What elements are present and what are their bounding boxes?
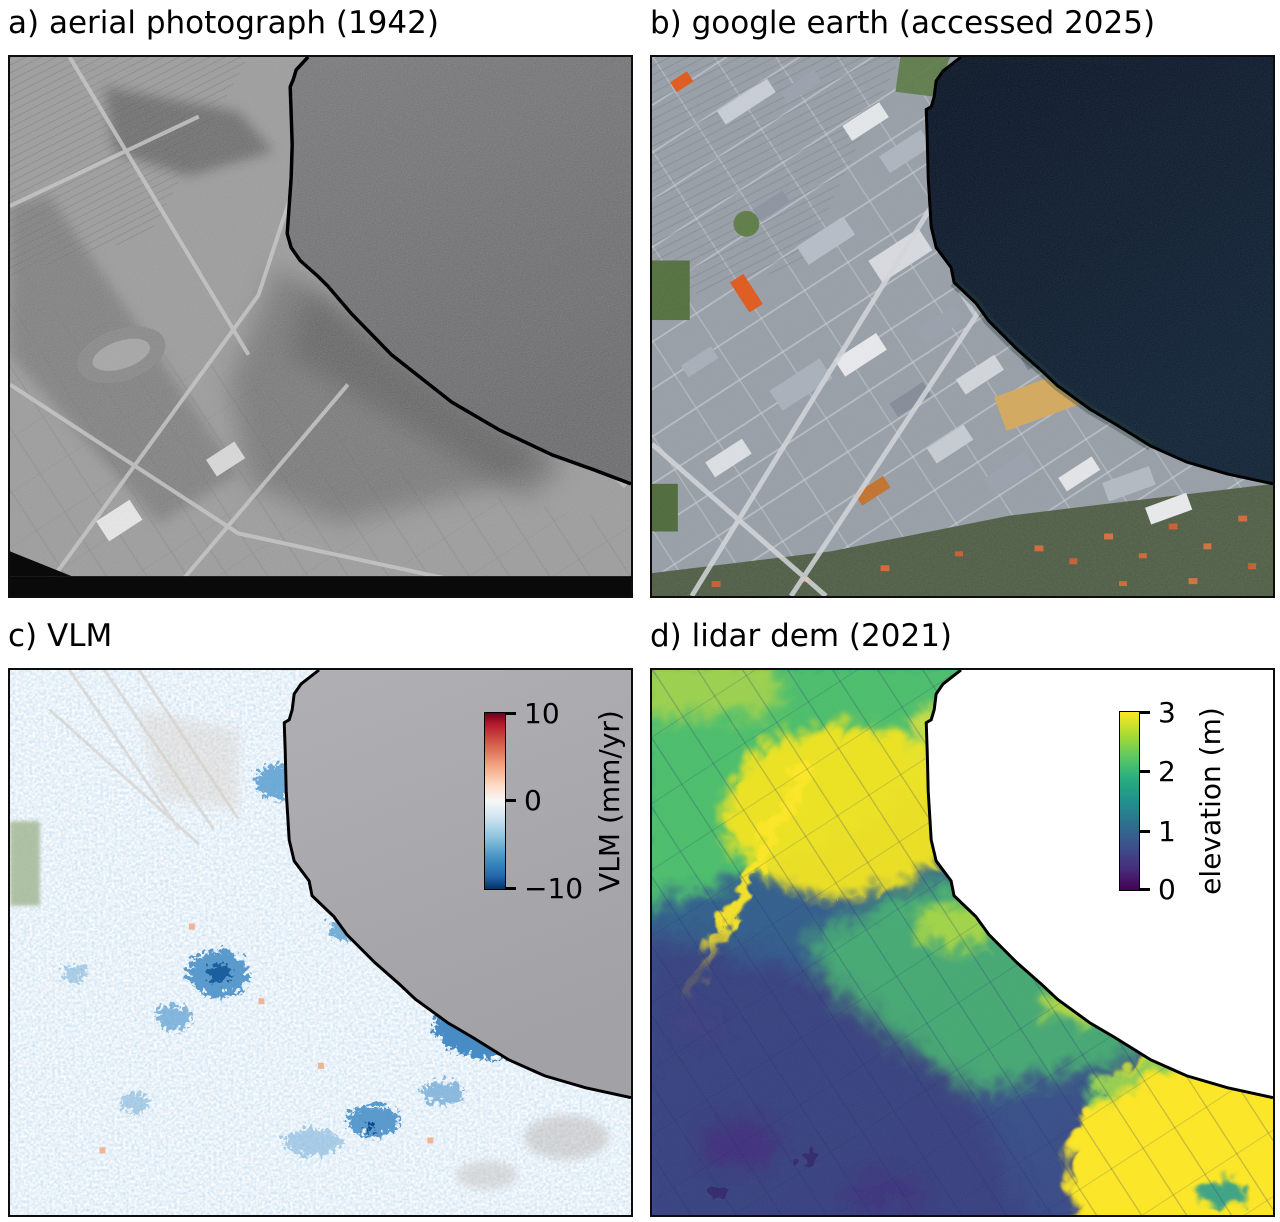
elevation-colorbar-gradient — [1119, 711, 1140, 891]
coastline-modern — [282, 670, 631, 1100]
panel-c-map: 10 0 −10 VLM (mm/yr) — [8, 668, 633, 1217]
colorbar-tick-label: 10 — [524, 697, 560, 730]
panel-b-title: b) google earth (accessed 2025) — [650, 5, 1156, 41]
panel-d-image — [652, 670, 1273, 1215]
colorbar-axis-label: VLM (mm/yr) — [593, 710, 626, 892]
colorbar-tick — [1140, 711, 1150, 714]
colorbar-tick — [506, 712, 516, 715]
panel-d-map: 3 2 1 0 elevation (m) — [650, 668, 1275, 1217]
film-grain — [10, 57, 631, 596]
colorbar-axis-label: elevation (m) — [1194, 707, 1227, 895]
coastline-modern — [924, 670, 1273, 1100]
colorbar-tick — [506, 887, 516, 890]
vlm-colorbar-gradient — [484, 712, 506, 890]
panel-b-map — [650, 55, 1275, 598]
panel-a-title: a) aerial photograph (1942) — [8, 5, 439, 41]
colorbar-tick-label: −10 — [524, 872, 584, 905]
colorbar-tick — [506, 799, 516, 802]
colorbar-tick-label: 3 — [1158, 696, 1176, 729]
ghost-roads — [48, 670, 240, 846]
panel-b-image — [652, 57, 1273, 596]
panel-c-title: c) VLM — [8, 618, 113, 654]
water-mask-d — [926, 670, 1273, 1098]
colorbar-tick-label: 0 — [1158, 873, 1176, 906]
panel-a-image — [10, 57, 631, 596]
colorbar-tick-label: 0 — [524, 784, 542, 817]
green-park-ghost — [10, 821, 40, 906]
panel-c-image — [10, 670, 631, 1215]
water-mask-c — [284, 670, 631, 1098]
colorbar-tick-label: 1 — [1158, 815, 1176, 848]
panel-a-map — [8, 55, 633, 598]
colorbar-tick — [1140, 888, 1150, 891]
colorbar-tick — [1140, 770, 1150, 773]
panel-d-title: d) lidar dem (2021) — [650, 618, 953, 654]
colorbar-tick-label: 2 — [1158, 755, 1176, 788]
coastline-1942 — [285, 57, 631, 486]
coastline-modern — [924, 57, 1273, 486]
colorbar-tick — [1140, 830, 1150, 833]
